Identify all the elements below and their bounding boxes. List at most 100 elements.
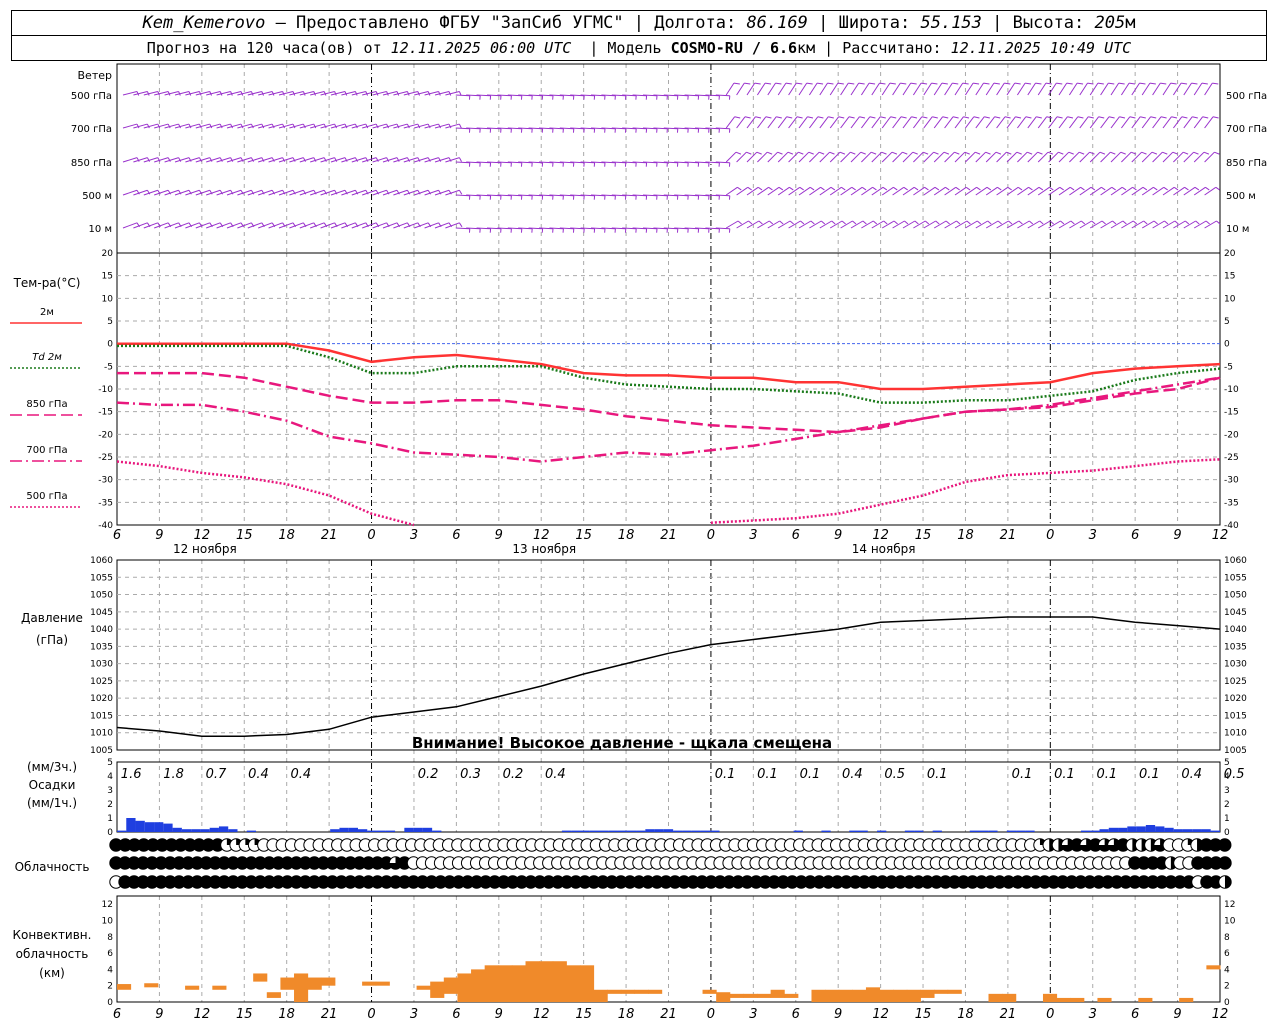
wind-barb (663, 161, 678, 164)
wind-barb (559, 227, 574, 230)
wind-barb (1110, 151, 1122, 163)
pressure-tick-label-left: 1020 (90, 694, 113, 704)
wind-barb-feather (810, 220, 815, 225)
precip-tick-label-left: 4 (107, 772, 113, 782)
conv-tick-label-left: 4 (107, 965, 113, 975)
wind-barb (247, 91, 262, 96)
wind-barb (164, 189, 179, 196)
precip-3h-label: 0.1 (715, 767, 736, 782)
wind-barb-feather (904, 220, 909, 225)
wind-barb (247, 157, 262, 163)
wind-barb (310, 157, 325, 163)
convective-bar (1138, 997, 1153, 1002)
temp-tick-label-right: -10 (1224, 385, 1239, 395)
wind-barb (809, 220, 822, 229)
wind-barb-feather (757, 186, 763, 191)
wind-barb (174, 189, 190, 196)
convective-bar (430, 981, 445, 998)
wind-barb (206, 157, 221, 163)
wind-barb (850, 186, 863, 196)
wind-barb (1152, 186, 1165, 196)
wind-barb-feather (850, 151, 856, 155)
wind-barb (1037, 186, 1050, 196)
wind-barb-feather (209, 123, 213, 129)
wind-barb-feather (858, 82, 865, 85)
wind-barb (642, 94, 658, 97)
wind-barb (330, 222, 346, 229)
wind-barb (174, 157, 190, 163)
wind-barb (892, 220, 905, 229)
precip-bar (979, 830, 989, 832)
precip-bar (988, 830, 998, 832)
wind-barb (1141, 82, 1151, 96)
convective-bar (539, 961, 554, 1002)
pressure-tick-label-left: 1005 (90, 746, 113, 756)
cloud-symbol-fill (1107, 838, 1121, 852)
wind-barb (226, 123, 242, 129)
precip-tick-label-right: 5 (1224, 758, 1230, 768)
wind-barb (777, 151, 789, 163)
wind-barb-feather (954, 151, 960, 155)
precip-bar (1192, 829, 1202, 832)
convective-bar (716, 992, 731, 1002)
convective-bar (825, 989, 840, 1002)
wind-barb (1089, 220, 1103, 229)
wind-barb (1027, 220, 1040, 229)
wind-barb (861, 220, 874, 229)
wind-barb (736, 82, 745, 96)
wind-barb (1048, 186, 1061, 196)
wind-barb (1162, 186, 1175, 196)
wind-barb-feather (911, 116, 918, 119)
wind-barb-feather (146, 123, 150, 129)
wind-barb (840, 116, 850, 129)
wind-barb (798, 220, 812, 229)
wind-barb (590, 94, 606, 97)
precip-3h-label: 0.2 (503, 767, 524, 782)
wind-barb (1006, 186, 1019, 196)
precip-bar (1006, 830, 1017, 832)
wind-barb (902, 186, 915, 196)
wind-barb-feather (806, 82, 813, 85)
hour-tick-label: 15 (575, 528, 592, 543)
precip-bar (376, 830, 386, 832)
precip-bar (691, 830, 701, 832)
wind-barb-feather (1060, 220, 1065, 225)
wind-barb-feather (375, 123, 379, 129)
wind-barb-feather (1110, 151, 1116, 155)
wind-barb-feather (1088, 116, 1094, 119)
precip-bar (181, 829, 192, 832)
wind-barb-feather (789, 186, 794, 191)
pressure-tick-label-right: 1060 (1224, 556, 1247, 566)
wind-barb (985, 151, 997, 163)
wind-barb (538, 227, 554, 230)
wind-barb (310, 123, 325, 129)
wind-barb (632, 227, 647, 230)
wind-barb-feather (438, 157, 442, 162)
wind-barb (195, 189, 210, 196)
wind-barb-feather (458, 189, 463, 195)
wind-barb-feather (1038, 186, 1044, 191)
wind-barb (580, 161, 595, 164)
precip-bar (348, 827, 358, 832)
pressure-tick-label-left: 1045 (90, 608, 113, 618)
wind-barb (632, 161, 647, 164)
precip-tick-label-left: 5 (107, 758, 113, 768)
wind-barb (341, 222, 356, 229)
pressure-tick-label-right: 1045 (1224, 608, 1247, 618)
wind-barb (278, 189, 294, 196)
hour-tick-label: 3 (410, 528, 418, 543)
wind-barb-feather (912, 151, 918, 155)
wind-barb-feather (1097, 82, 1104, 85)
wind-barb-feather (1131, 151, 1137, 155)
wind-barb (382, 91, 398, 96)
wind-barb-feather (1205, 220, 1210, 225)
hour-tick-label: 0 (367, 528, 375, 543)
hour-tick-label: 12 (533, 528, 550, 543)
wind-barb-feather (800, 220, 805, 225)
wind-barb-feather (1080, 220, 1086, 225)
wind-barb-feather (859, 116, 866, 119)
wind-barb (923, 116, 933, 129)
wind-barb (1121, 151, 1132, 163)
wind-barb (507, 227, 522, 230)
header-row-forecast: Прогноз на 120 часа(ов) от 12.11.2025 06… (11, 35, 1267, 61)
